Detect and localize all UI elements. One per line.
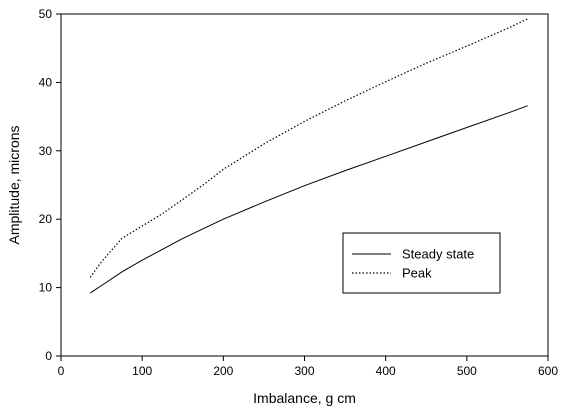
x-axis-label: Imbalance, g cm: [253, 390, 356, 406]
x-tick-label: 0: [58, 364, 65, 378]
x-tick-label: 300: [294, 364, 314, 378]
y-tick-label: 20: [39, 212, 53, 226]
x-tick-label: 500: [457, 364, 477, 378]
y-tick-label: 30: [39, 144, 53, 158]
legend-box: [342, 232, 501, 294]
plot-frame: [60, 13, 549, 357]
y-axis-label: Amplitude, microns: [6, 125, 22, 244]
x-tick-label: 600: [538, 364, 558, 378]
y-tick-label: 40: [39, 75, 53, 89]
series-group: [89, 18, 528, 294]
y-tick-label: 10: [39, 281, 53, 295]
x-tick-label: 400: [376, 364, 396, 378]
x-tick-label: 200: [213, 364, 233, 378]
legend-label-peak: Peak: [402, 266, 432, 281]
series-line-steady-state: [89, 105, 528, 294]
axes: 0 100 200 300 400 500 600 0 10 20 30 40 50: [39, 7, 559, 378]
series-line-peak: [89, 18, 528, 278]
y-tick-label: 0: [45, 349, 52, 363]
y-tick-label: 50: [39, 7, 53, 21]
x-tick-label: 100: [132, 364, 152, 378]
legend: Steady state Peak: [342, 232, 501, 294]
legend-label-steady-state: Steady state: [402, 247, 474, 262]
